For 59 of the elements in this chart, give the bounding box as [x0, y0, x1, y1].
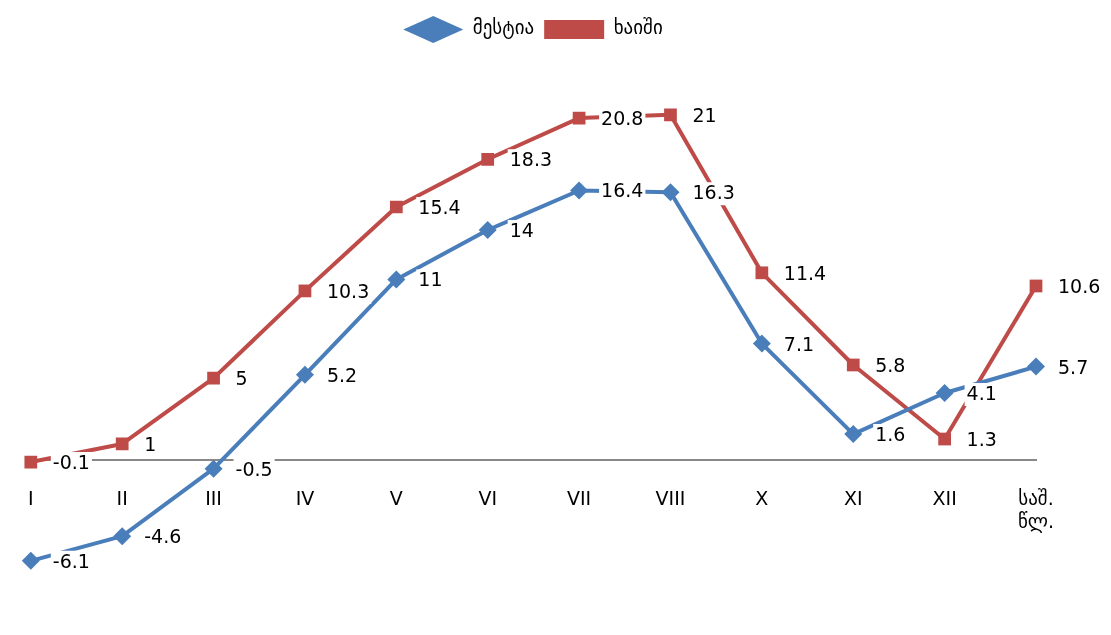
point — [295, 365, 314, 384]
point — [752, 334, 771, 353]
data-label: 20.8 — [601, 107, 644, 130]
data-label: 1 — [144, 432, 157, 455]
data-label: 15.4 — [418, 195, 461, 218]
x-tick-label: XII — [932, 486, 957, 509]
point — [570, 181, 589, 200]
legend-label: მესტია — [472, 16, 535, 40]
x-tick-label: XI — [843, 486, 863, 509]
data-label: -0.5 — [235, 457, 273, 480]
x-tick-label: VI — [478, 486, 498, 509]
point — [389, 200, 403, 214]
data-label: 16.3 — [692, 181, 735, 204]
x-tick-label: II — [116, 486, 128, 509]
x-tick-label: I — [28, 486, 34, 509]
data-label: 5.2 — [326, 363, 358, 386]
data-label: 11 — [418, 268, 443, 291]
data-label: 16.4 — [601, 179, 644, 202]
data-label: 11.4 — [783, 261, 827, 284]
point — [113, 527, 132, 546]
data-label: -0.1 — [52, 451, 90, 474]
x-tick-label: VIII — [655, 486, 686, 509]
data-label: 10.6 — [1058, 274, 1101, 297]
data-label: 1.3 — [966, 427, 997, 450]
x-tick-label: X — [755, 486, 769, 509]
data-label: 14 — [509, 218, 534, 241]
point — [478, 221, 497, 240]
point — [387, 270, 406, 289]
data-label: -4.6 — [144, 525, 182, 548]
point — [115, 437, 129, 451]
x-tick-label: V — [389, 486, 403, 509]
data-label: 10.3 — [326, 279, 370, 302]
data-label: 7.1 — [783, 332, 815, 355]
point — [664, 108, 677, 122]
data-label: 18.3 — [509, 148, 553, 171]
point — [935, 383, 954, 402]
point — [661, 183, 680, 202]
data-label: 1.6 — [875, 423, 906, 446]
x-tick-label: III — [205, 486, 222, 509]
point — [846, 358, 860, 372]
data-label: 21 — [692, 103, 717, 126]
point — [844, 425, 863, 444]
x-tick-label: IV — [295, 486, 315, 509]
point — [21, 551, 40, 570]
data-label: -6.1 — [52, 549, 90, 572]
data-label: 5 — [235, 367, 248, 390]
x-tick-label: VII — [566, 486, 592, 509]
data-label: 5.7 — [1058, 355, 1089, 378]
point — [755, 266, 769, 280]
point — [207, 371, 220, 385]
point — [938, 432, 951, 446]
point — [1027, 357, 1045, 376]
x-tick-label: საშ. წლ. — [1017, 486, 1055, 533]
point — [481, 152, 495, 166]
data-label: 5.8 — [875, 353, 906, 376]
point — [24, 455, 38, 469]
legend-label: ხაიში — [613, 16, 663, 39]
point — [204, 459, 223, 478]
data-label: 4.1 — [966, 381, 997, 404]
